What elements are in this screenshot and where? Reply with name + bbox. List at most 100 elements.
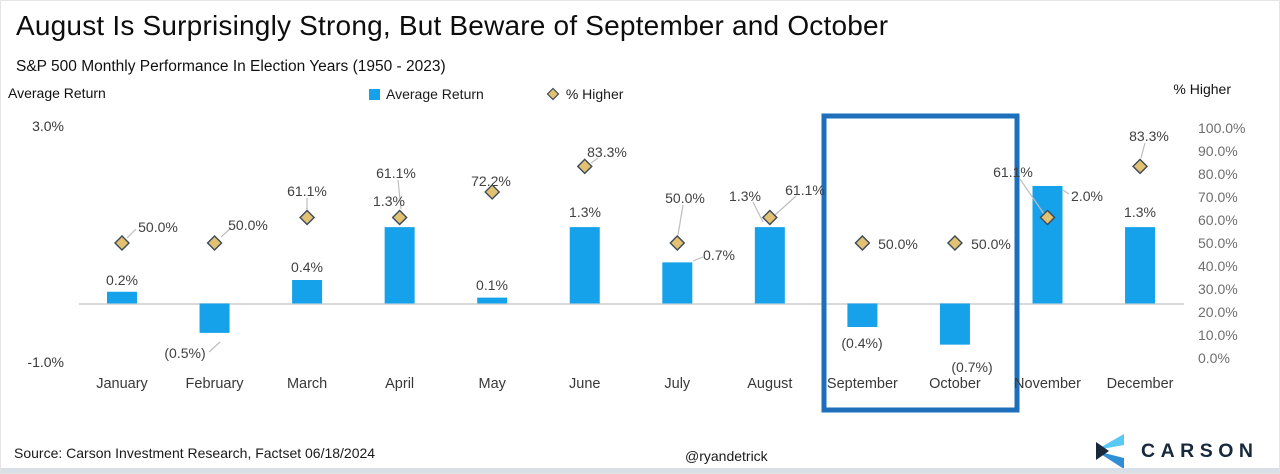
month-label-april: April bbox=[385, 376, 414, 392]
month-label-october: October bbox=[929, 376, 981, 392]
diamond-july bbox=[669, 235, 686, 251]
right-axis-tick: 70.0% bbox=[1198, 189, 1238, 205]
bar-september bbox=[847, 303, 878, 327]
right-axis-tick: 100.0% bbox=[1198, 120, 1245, 136]
bar-august bbox=[754, 227, 785, 304]
month-label-may: May bbox=[478, 376, 506, 392]
diamond-june bbox=[576, 158, 593, 175]
pct-label-september: 50.0% bbox=[878, 236, 918, 252]
highlight-box-september-october bbox=[821, 113, 1020, 413]
legend-label-average-return: Average Return bbox=[386, 86, 484, 102]
month-label-june: June bbox=[569, 376, 600, 392]
leader-line-june bbox=[590, 157, 599, 164]
source-note: Source: Carson Investment Research, Fact… bbox=[14, 445, 376, 461]
bar-label-march: 0.4% bbox=[291, 259, 323, 275]
legend-square-icon bbox=[369, 88, 380, 100]
pct-label-may: 72.2% bbox=[471, 173, 511, 189]
author-handle: @ryandetrick bbox=[685, 448, 768, 464]
leader-line-august bbox=[774, 195, 797, 216]
bar-label-december: 1.3% bbox=[1124, 204, 1156, 220]
bar-december bbox=[1125, 227, 1156, 304]
diamond-october bbox=[946, 235, 963, 251]
bar-november bbox=[1032, 186, 1063, 304]
right-axis-tick: 50.0% bbox=[1198, 235, 1238, 251]
bar-april bbox=[384, 227, 415, 304]
bar-label-january: 0.2% bbox=[106, 272, 138, 288]
bar-label-october: (0.7%) bbox=[951, 359, 992, 375]
diamond-august bbox=[761, 209, 778, 226]
bar-label-july: 0.7% bbox=[703, 247, 735, 263]
bar-july bbox=[662, 262, 693, 304]
chart-title: August Is Surprisingly Strong, But Bewar… bbox=[16, 10, 889, 41]
leader-line-august bbox=[752, 201, 764, 223]
pct-label-november: 61.1% bbox=[993, 164, 1033, 180]
bar-label-february: (0.5%) bbox=[164, 345, 205, 361]
leader-line-july bbox=[677, 204, 684, 236]
chart-subtitle: S&P 500 Monthly Performance In Election … bbox=[16, 58, 446, 75]
bar-march bbox=[292, 280, 323, 304]
pct-label-february: 50.0% bbox=[228, 217, 268, 233]
right-axis-tick: 80.0% bbox=[1198, 166, 1238, 182]
bar-june bbox=[569, 227, 600, 304]
pct-label-january: 50.0% bbox=[138, 219, 178, 235]
carson-wordmark: CARSON bbox=[1141, 440, 1259, 462]
carson-logo-icon bbox=[1096, 434, 1124, 469]
right-axis-title: % Higher bbox=[1173, 81, 1231, 97]
bar-label-november: 2.0% bbox=[1071, 188, 1103, 204]
bar-february bbox=[199, 303, 230, 333]
bar-label-august: 1.3% bbox=[729, 188, 761, 204]
leader-line-february bbox=[208, 341, 221, 353]
legend-item-average-return: Average Return bbox=[369, 86, 484, 102]
pct-label-july: 50.0% bbox=[665, 190, 705, 206]
left-axis-tick: -1.0% bbox=[27, 354, 64, 370]
leader-line-december bbox=[1140, 142, 1146, 159]
month-label-november: November bbox=[1014, 376, 1081, 392]
diamond-april bbox=[391, 209, 408, 226]
legend-item-pct-higher: % Higher bbox=[546, 86, 624, 102]
bar-label-june: 1.3% bbox=[569, 204, 601, 220]
leader-line-april bbox=[397, 179, 402, 210]
right-axis-tick: 20.0% bbox=[1198, 304, 1238, 320]
right-axis-tick: 0.0% bbox=[1198, 350, 1230, 366]
bar-may bbox=[477, 297, 508, 304]
right-axis-tick: 90.0% bbox=[1198, 143, 1238, 159]
pct-label-march: 61.1% bbox=[287, 183, 327, 199]
month-label-july: July bbox=[664, 376, 691, 392]
bar-label-may: 0.1% bbox=[476, 277, 508, 293]
leader-line-november bbox=[1019, 178, 1045, 215]
diamond-february bbox=[206, 235, 223, 251]
month-label-march: March bbox=[287, 376, 327, 392]
left-axis-title: Average Return bbox=[8, 85, 106, 101]
pct-label-april: 61.1% bbox=[376, 165, 416, 181]
bottom-accent-strip bbox=[1, 468, 1279, 473]
bar-january bbox=[107, 291, 137, 304]
month-label-january: January bbox=[96, 376, 148, 392]
bar-label-april: 1.3% bbox=[373, 193, 405, 209]
bar-october bbox=[939, 303, 970, 345]
diamond-december bbox=[1132, 158, 1149, 175]
month-label-august: August bbox=[747, 376, 792, 392]
diamond-may bbox=[484, 183, 501, 200]
legend: Average Return % Higher bbox=[369, 86, 623, 102]
carson-brand: CARSON bbox=[1096, 434, 1259, 469]
leader-line-january bbox=[126, 228, 137, 239]
right-axis-tick: 10.0% bbox=[1198, 327, 1238, 343]
legend-label-pct-higher: % Higher bbox=[565, 86, 624, 102]
month-label-december: December bbox=[1107, 376, 1174, 392]
month-label-september: September bbox=[827, 376, 898, 392]
leader-line-november bbox=[1062, 189, 1070, 195]
pct-label-december: 83.3% bbox=[1129, 128, 1169, 144]
right-axis-tick: 60.0% bbox=[1198, 212, 1238, 228]
pct-label-june: 83.3% bbox=[587, 144, 627, 160]
diamond-november bbox=[1039, 209, 1056, 226]
left-axis-tick: 3.0% bbox=[32, 118, 64, 134]
legend-diamond-icon bbox=[546, 87, 560, 101]
leader-line-february bbox=[220, 227, 232, 238]
diamond-september bbox=[854, 235, 871, 251]
pct-label-august: 61.1% bbox=[785, 182, 825, 198]
pct-label-october: 50.0% bbox=[971, 236, 1011, 252]
right-axis-tick: 30.0% bbox=[1198, 281, 1238, 297]
diamond-march bbox=[299, 209, 316, 226]
